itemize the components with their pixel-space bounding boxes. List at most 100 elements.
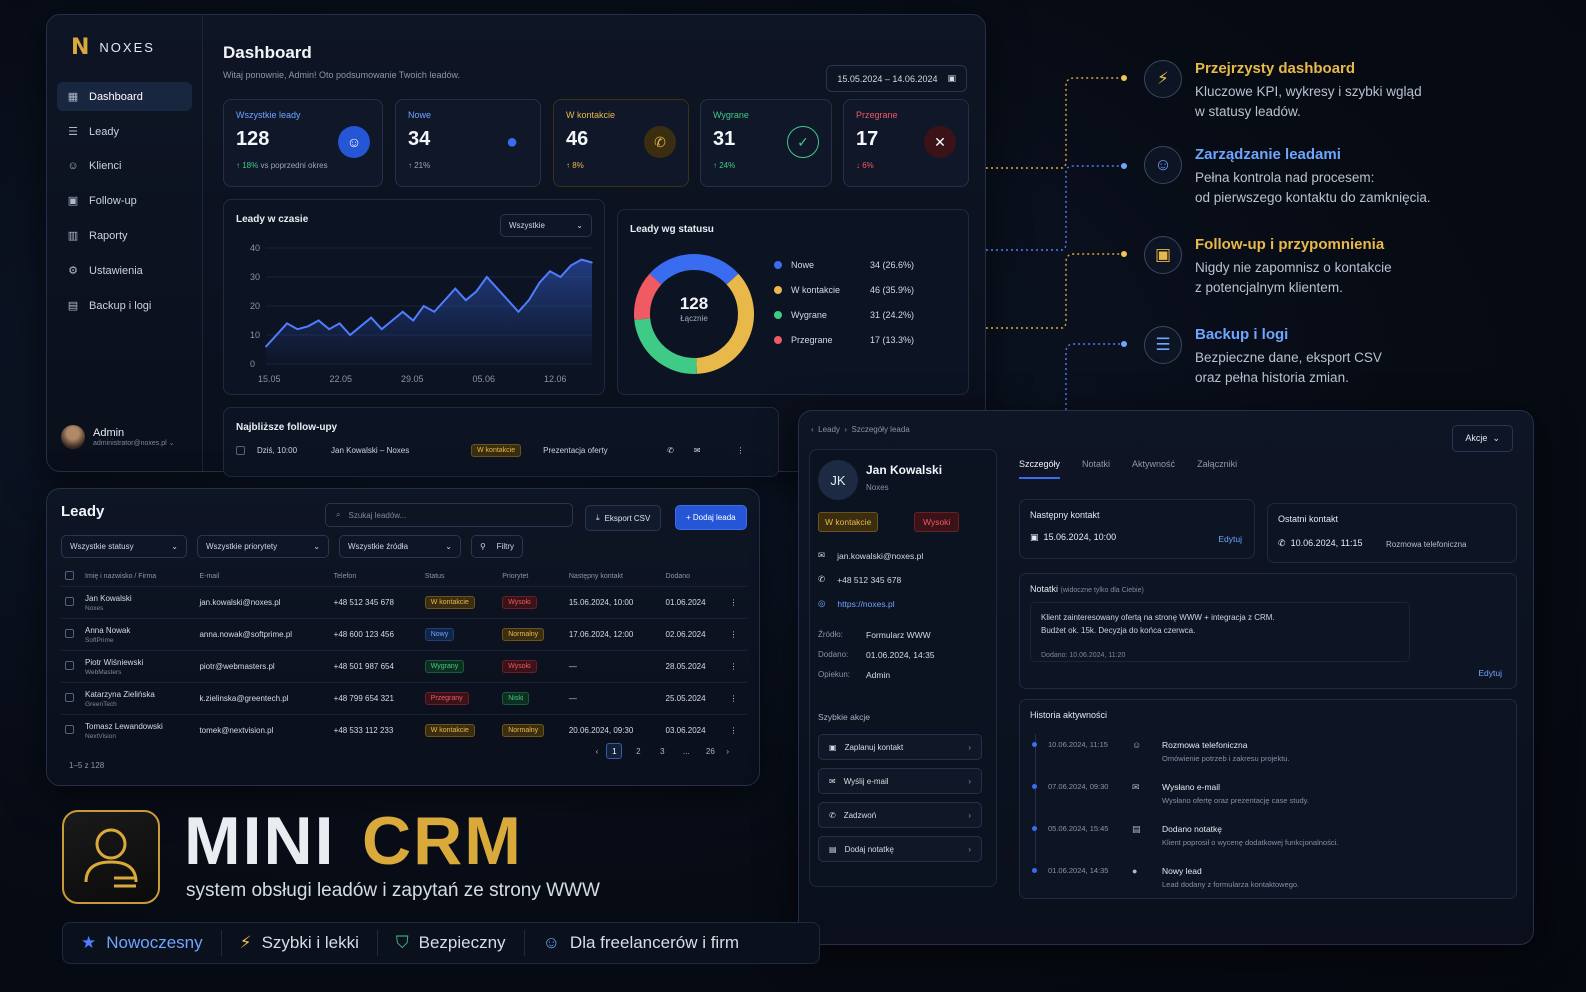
quick-actions-title: Szybkie akcje [818, 712, 870, 722]
next-page-icon[interactable]: › [726, 746, 729, 756]
lead-firm: WebMasters [85, 668, 122, 676]
table-row[interactable]: Tomasz Lewandowski NextVision tomek@nextvi… [61, 714, 747, 747]
tab-notatki[interactable]: Notatki [1082, 459, 1111, 469]
last-contact-type: Rozmowa telefoniczna [1386, 540, 1467, 549]
feature-title: Backup i logi [1195, 326, 1289, 343]
priority-filter[interactable]: Wszystkie priorytety ⌄ [197, 535, 329, 558]
add-lead-button[interactable]: + Dodaj leada [675, 505, 747, 530]
lead-email[interactable]: ✉ jan.kowalski@noxes.pl [818, 550, 924, 561]
lead-url[interactable]: ◎ https://noxes.pl [818, 598, 895, 609]
followup-checkbox[interactable] [236, 446, 245, 455]
more-icon[interactable]: ⋮ [729, 662, 738, 671]
date-range-picker[interactable]: 15.05.2024 – 14.06.2024 ▣ [826, 65, 967, 92]
feature-title: Follow-up i przypomnienia [1195, 236, 1385, 253]
tab-zalaczniki[interactable]: Załączniki [1197, 459, 1238, 469]
card-title: Najbliższe follow-upy [236, 422, 338, 433]
tab-szczegoly[interactable]: Szczegóły [1019, 459, 1061, 479]
x-tick-label: 22.05 [330, 374, 353, 384]
notes-box: Notatki (widoczne tylko dla Ciebie) Klie… [1019, 573, 1517, 689]
phone-icon[interactable]: ✆ [667, 446, 674, 455]
more-icon[interactable]: ⋮ [729, 694, 738, 703]
select-all-checkbox[interactable] [65, 571, 74, 580]
line-point [401, 311, 404, 313]
line-point [475, 290, 478, 293]
timeline-line [1035, 734, 1036, 864]
filters-button[interactable]: ⚲ Filtry [471, 535, 523, 558]
quick-schedule[interactable]: ▣ Zaplanuj kontakt › [818, 734, 982, 760]
quick-call[interactable]: ✆ Zadzwoń › [818, 802, 982, 828]
brand-crm: CRM [362, 803, 523, 879]
table-row[interactable]: Anna Nowak SoftPrime anna.nowak@softprime.… [61, 618, 747, 651]
page-3[interactable]: 3 [660, 746, 665, 756]
status-badge[interactable]: W kontakcie [818, 512, 879, 532]
kpi-value: 31 [713, 128, 736, 150]
nav-ustawienia[interactable]: ⚙ Ustawienia [57, 256, 192, 285]
row-checkbox[interactable] [65, 661, 74, 670]
quick-note[interactable]: ▤ Dodaj notatkę › [818, 836, 982, 862]
next-contact: — [564, 682, 662, 715]
nav-followup[interactable]: ▣ Follow-up [57, 186, 192, 215]
logo-text: NOXES [99, 40, 155, 55]
priority-badge[interactable]: Wysoki [914, 512, 960, 532]
prev-page-icon[interactable]: ‹ [595, 746, 599, 756]
row-checkbox[interactable] [65, 629, 74, 638]
crumb-leady[interactable]: Leady [818, 425, 840, 434]
line-point [443, 299, 446, 301]
gear-icon: ⚙ [68, 265, 78, 277]
notes-text[interactable]: Klient zainteresowany ofertą na stronę W… [1030, 602, 1410, 662]
col-header: Telefon [333, 573, 357, 580]
last-contact-box: Ostatni kontakt ✆ 10.06.2024, 11:15 Rozm… [1267, 503, 1517, 563]
pill-fast: ⚡ Szybki i lekki [222, 930, 378, 956]
followup-row[interactable]: Dziś, 10:00 Jan Kowalski – Noxes W konta… [236, 444, 766, 457]
kpi-value: 128 [236, 128, 270, 150]
lead-firm: GreenTech [85, 700, 117, 708]
kpi-delta: ↑ 21% [408, 161, 431, 170]
more-icon[interactable]: ⋮ [729, 598, 738, 607]
line-filter-select[interactable]: Wszystkie ⌄ [500, 214, 592, 237]
nav-klienci[interactable]: ☺ Klienci [57, 152, 192, 180]
next-contact: 15.06.2024, 10:00 [564, 586, 662, 619]
export-csv-button[interactable]: ⤓ Eksport CSV [585, 505, 662, 531]
row-checkbox[interactable] [65, 725, 74, 735]
timeline-title: Nowy lead [1162, 866, 1202, 876]
nav-dashboard[interactable]: ▦ Dashboard [57, 82, 192, 111]
back-icon[interactable]: ‹ [811, 425, 814, 434]
chevron-down-icon: ⌄ [171, 542, 178, 551]
more-icon[interactable]: ⋮ [736, 446, 745, 455]
users-icon: ☺ [542, 933, 560, 952]
edit-next-link[interactable]: Edytuj [1218, 534, 1242, 544]
quick-email[interactable]: ✉ Wyślij e-mail › [818, 768, 982, 794]
mail-icon[interactable]: ✉ [693, 446, 701, 455]
tab-aktywnosc[interactable]: Aktywność [1132, 459, 1176, 469]
leads-table: Imię i nazwisko / Firma E-mail Telefon S… [61, 567, 747, 747]
row-checkbox[interactable] [65, 693, 74, 702]
edit-notes-link[interactable]: Edytuj [1478, 668, 1502, 678]
more-icon[interactable]: ⋮ [729, 630, 738, 639]
nav-backup[interactable]: ▤ Backup i logi [57, 291, 192, 320]
table-row[interactable]: Piotr Wiśniewski WebMasters piotr@webmaste… [61, 650, 747, 683]
nav-leady[interactable]: ☰ Leady [57, 117, 192, 146]
status-filter[interactable]: Wszystkie statusy ⌄ [61, 535, 187, 558]
nav-raporty[interactable]: ▥ Raporty [57, 221, 192, 250]
more-icon[interactable]: ⋮ [729, 726, 738, 736]
note-icon: ▤ [1132, 824, 1141, 834]
admin-profile[interactable]: Admin administrator@noxes.pl ⌄ [61, 425, 174, 449]
page-2[interactable]: 2 [636, 746, 641, 756]
donut-slice [649, 254, 739, 285]
search-input[interactable]: ⌕ Szukaj leadów... [325, 503, 573, 527]
added-key: Dodano: [818, 650, 849, 659]
row-checkbox[interactable] [65, 597, 74, 606]
table-row[interactable]: Katarzyna Zielińska GreenTech k.zielinska@… [61, 682, 747, 715]
page-26[interactable]: 26 [705, 746, 715, 756]
bolt-icon: ⚡ [239, 933, 252, 952]
x-tick-label: 12.06 [544, 374, 567, 384]
last-contact-value: ✆ 10.06.2024, 11:15 [1278, 538, 1363, 548]
database-icon: ☰ [1144, 326, 1182, 364]
source-filter[interactable]: Wszystkie źródła ⌄ [339, 535, 461, 558]
timeline-date: 01.06.2024, 14:35 [1048, 866, 1109, 875]
table-row[interactable]: Jan Kowalski Noxes jan.kowalski@noxes.pl +4… [61, 586, 747, 619]
actions-dropdown[interactable]: Akcje ⌄ [1452, 425, 1513, 452]
page-1[interactable]: 1 [606, 743, 623, 759]
line-point [370, 316, 372, 319]
lead-phone[interactable]: ✆ +48 512 345 678 [818, 574, 902, 585]
